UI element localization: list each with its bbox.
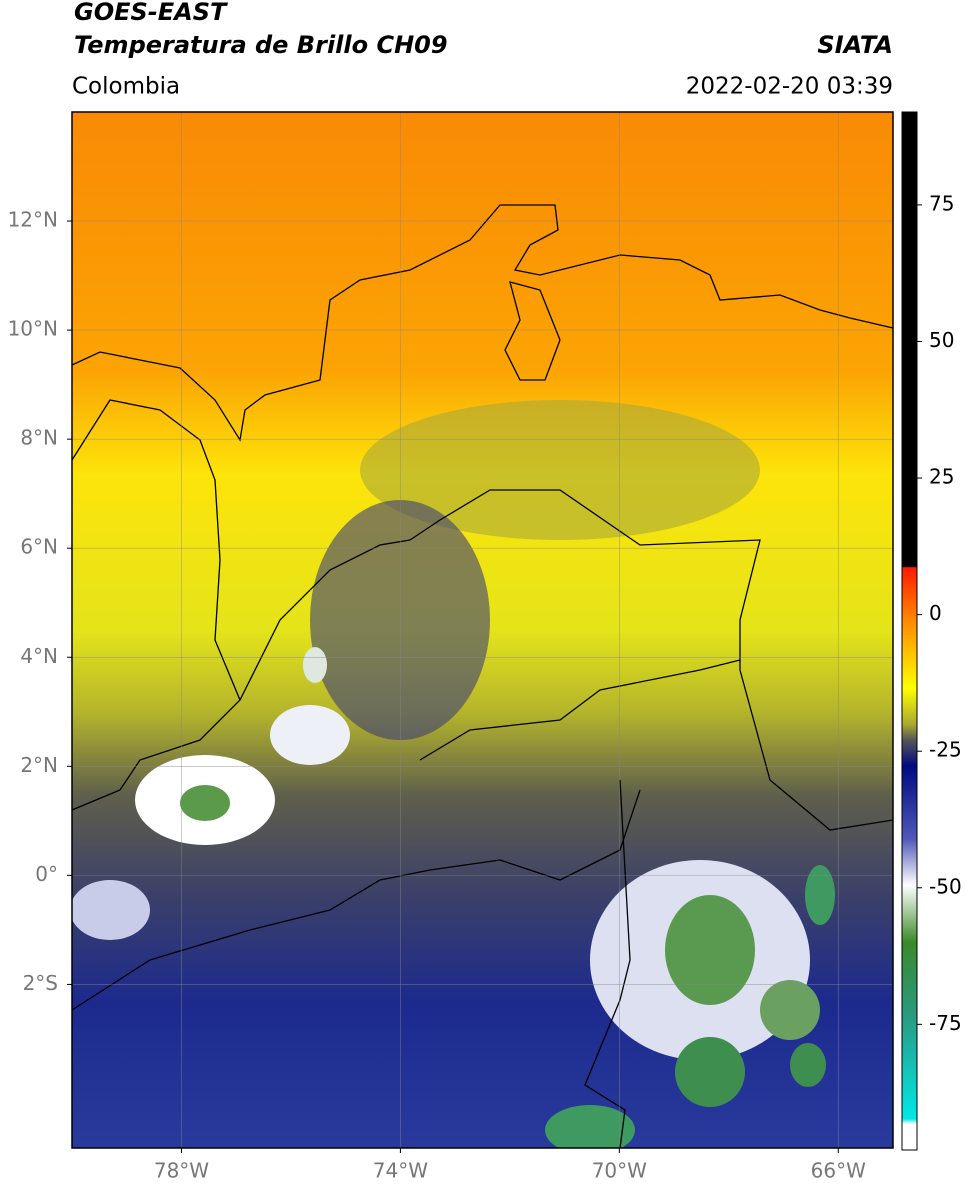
cloud-area	[760, 980, 820, 1040]
colorbar-tick-label: -25	[929, 738, 962, 762]
cloud-area	[545, 1105, 635, 1148]
grid	[72, 112, 893, 1148]
cloud-area	[805, 865, 835, 925]
border	[409, 489, 893, 831]
colorbar-tick-label: 25	[929, 465, 954, 489]
border	[584, 779, 631, 1148]
cloud-area	[180, 785, 230, 821]
cloud-area	[72, 880, 150, 940]
x-tick-label: 78°W	[154, 1159, 209, 1183]
border	[239, 539, 411, 701]
coastline	[72, 399, 241, 811]
y-tick-label: 6°N	[20, 535, 58, 559]
cloud-area	[790, 1043, 826, 1087]
source: SIATA	[817, 31, 893, 59]
y-tick-label: 2°N	[20, 753, 58, 777]
y-tick-label: 12°N	[8, 208, 58, 232]
cloud-area	[303, 647, 327, 683]
colorbar	[901, 111, 918, 1151]
cloud-area	[665, 895, 755, 1005]
y-tick-label: 0°	[35, 862, 58, 886]
border	[419, 659, 741, 761]
border	[72, 789, 641, 1011]
subtitle: Temperatura de Brillo CH09	[74, 31, 448, 59]
datetime: 2022-02-20 03:39	[686, 74, 893, 100]
cloud-area	[360, 400, 760, 540]
x-tick-label: 66°W	[811, 1159, 866, 1183]
region: Colombia	[72, 74, 180, 100]
colorbar-tick-label: 50	[929, 328, 954, 352]
colorbar-tick-label: -75	[929, 1011, 962, 1035]
colorbar-tick-label: -50	[929, 874, 962, 898]
map-image	[72, 112, 893, 1148]
coastline	[72, 204, 893, 442]
map-frame	[71, 111, 894, 1149]
y-tick-label: 2°S	[23, 971, 58, 995]
y-tick-label: 10°N	[8, 317, 58, 341]
colorbar-tick-label: 0	[929, 601, 942, 625]
x-tick-label: 70°W	[592, 1159, 647, 1183]
x-tick-label: 74°W	[373, 1159, 428, 1183]
y-tick-label: 4°N	[20, 644, 58, 668]
cloud-area	[675, 1037, 745, 1107]
y-tick-label: 8°N	[20, 426, 58, 450]
coastline	[504, 281, 561, 381]
cloud-area	[270, 705, 350, 765]
colorbar-tick-label: 75	[929, 191, 954, 215]
cloud-area	[310, 500, 490, 740]
title: GOES-EAST	[74, 0, 228, 26]
